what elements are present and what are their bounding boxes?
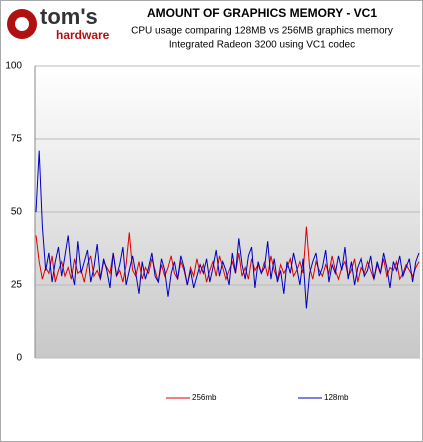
y-tick-label: 25 [11, 280, 23, 291]
logo-top: tom's [40, 4, 98, 29]
legend-label: 128mb [324, 393, 349, 402]
logo-icon-inner [15, 17, 29, 31]
logo: tom's hardware [7, 4, 110, 42]
y-tick-label: 75 [11, 134, 23, 145]
logo-bottom: hardware [56, 28, 110, 42]
chart-title: AMOUNT OF GRAPHICS MEMORY - VC1 [147, 6, 377, 20]
y-tick-label: 50 [11, 207, 23, 218]
chart-subtitle: CPU usage comparing 128MB vs 256MB graph… [131, 26, 393, 37]
legend-label: 256mb [192, 393, 217, 402]
series-line [35, 150, 420, 309]
y-tick-label: 100 [5, 61, 22, 72]
chart-subtitle: Integrated Radeon 3200 using VC1 codec [169, 40, 355, 51]
y-tick-label: 0 [16, 353, 22, 364]
